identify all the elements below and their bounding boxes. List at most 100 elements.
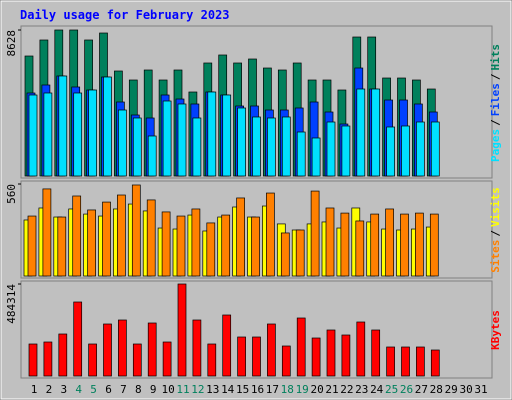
x-tick-label: 4 — [75, 383, 82, 396]
x-tick-label: 10 — [161, 383, 174, 396]
x-tick-label: 7 — [120, 383, 127, 396]
x-tick-label: 21 — [325, 383, 338, 396]
legend-entry: KBytes — [489, 310, 502, 350]
y-tick-label: 8628 — [5, 30, 18, 57]
bar — [146, 199, 156, 277]
bar — [102, 201, 111, 277]
bar — [267, 117, 276, 177]
bar — [73, 301, 83, 377]
bar — [58, 75, 68, 177]
bar — [416, 121, 425, 177]
bar — [207, 343, 217, 377]
x-tick-label: 12 — [191, 383, 204, 396]
bar — [386, 126, 395, 177]
bar — [162, 341, 172, 377]
bar — [295, 229, 305, 277]
bar — [326, 329, 336, 377]
bar — [192, 319, 202, 377]
bar — [222, 314, 232, 377]
bar — [73, 92, 83, 177]
bar — [400, 213, 409, 277]
x-tick-label: 27 — [415, 383, 428, 396]
x-tick-label: 11 — [176, 383, 189, 396]
x-tick-label: 18 — [281, 383, 294, 396]
x-tick-label: 22 — [340, 383, 353, 396]
x-tick-label: 31 — [474, 383, 487, 396]
bar — [325, 207, 335, 277]
x-tick-label: 13 — [206, 383, 219, 396]
bar — [355, 220, 365, 277]
bar — [385, 208, 394, 277]
y-tick-label: 484314 — [5, 284, 18, 324]
bar — [72, 195, 82, 277]
bar — [131, 184, 141, 277]
bar — [162, 100, 172, 177]
bar — [132, 117, 142, 177]
legend-entry: Pages — [489, 129, 502, 162]
bar — [281, 116, 291, 177]
bar — [266, 192, 275, 277]
bar — [341, 125, 351, 177]
x-tick-label: 15 — [236, 383, 249, 396]
bar — [311, 337, 321, 377]
bar — [88, 89, 97, 177]
bar — [118, 319, 127, 377]
bar — [310, 190, 320, 277]
x-tick-label: 20 — [310, 383, 323, 396]
bar — [206, 222, 216, 277]
bar — [370, 213, 380, 277]
bar — [43, 341, 53, 377]
legend-entry: Visits — [489, 187, 502, 227]
bar — [356, 88, 366, 177]
bar — [42, 188, 52, 277]
bar — [87, 209, 96, 277]
x-tick-label: 17 — [266, 383, 279, 396]
x-tick-label: 8 — [135, 383, 142, 396]
legend-separator: / — [489, 230, 502, 237]
bar — [118, 109, 127, 177]
bar — [267, 323, 276, 377]
bar — [237, 107, 246, 177]
bar — [177, 283, 187, 377]
bar — [252, 336, 261, 377]
bar — [356, 321, 366, 377]
x-tick-label: 14 — [221, 383, 235, 396]
x-tick-label: 29 — [445, 383, 458, 396]
bar — [147, 322, 157, 377]
legend-entry: Sites — [489, 240, 502, 273]
bar — [177, 103, 187, 177]
legend: KBytes — [489, 310, 502, 350]
bar — [386, 346, 395, 377]
bar — [430, 349, 440, 377]
bar — [191, 208, 201, 277]
bar — [429, 213, 439, 277]
x-tick-label: 24 — [370, 383, 384, 396]
x-tick-label: 2 — [46, 383, 53, 396]
bar — [103, 323, 112, 377]
bar — [340, 212, 350, 277]
y-tick-label: 560 — [5, 184, 18, 204]
x-tick-label: 19 — [296, 383, 309, 396]
legend-entry: Hits — [489, 44, 502, 71]
x-tick-label: 16 — [251, 383, 264, 396]
bar — [57, 216, 67, 277]
bar — [221, 214, 231, 277]
x-tick-label: 1 — [31, 383, 38, 396]
legend-entry: Files — [489, 83, 502, 116]
legend: Sites / Visits — [489, 187, 502, 273]
bar — [251, 216, 260, 277]
bar — [88, 343, 97, 377]
bar — [28, 343, 38, 377]
bar — [236, 197, 245, 277]
x-tick-label: 6 — [105, 383, 112, 396]
bar — [416, 346, 425, 377]
bar — [27, 215, 37, 277]
bar — [117, 194, 126, 277]
x-tick-label: 26 — [400, 383, 413, 396]
bar — [415, 212, 424, 277]
bar — [311, 137, 321, 177]
x-tick-label: 23 — [355, 383, 368, 396]
bar — [371, 329, 381, 377]
